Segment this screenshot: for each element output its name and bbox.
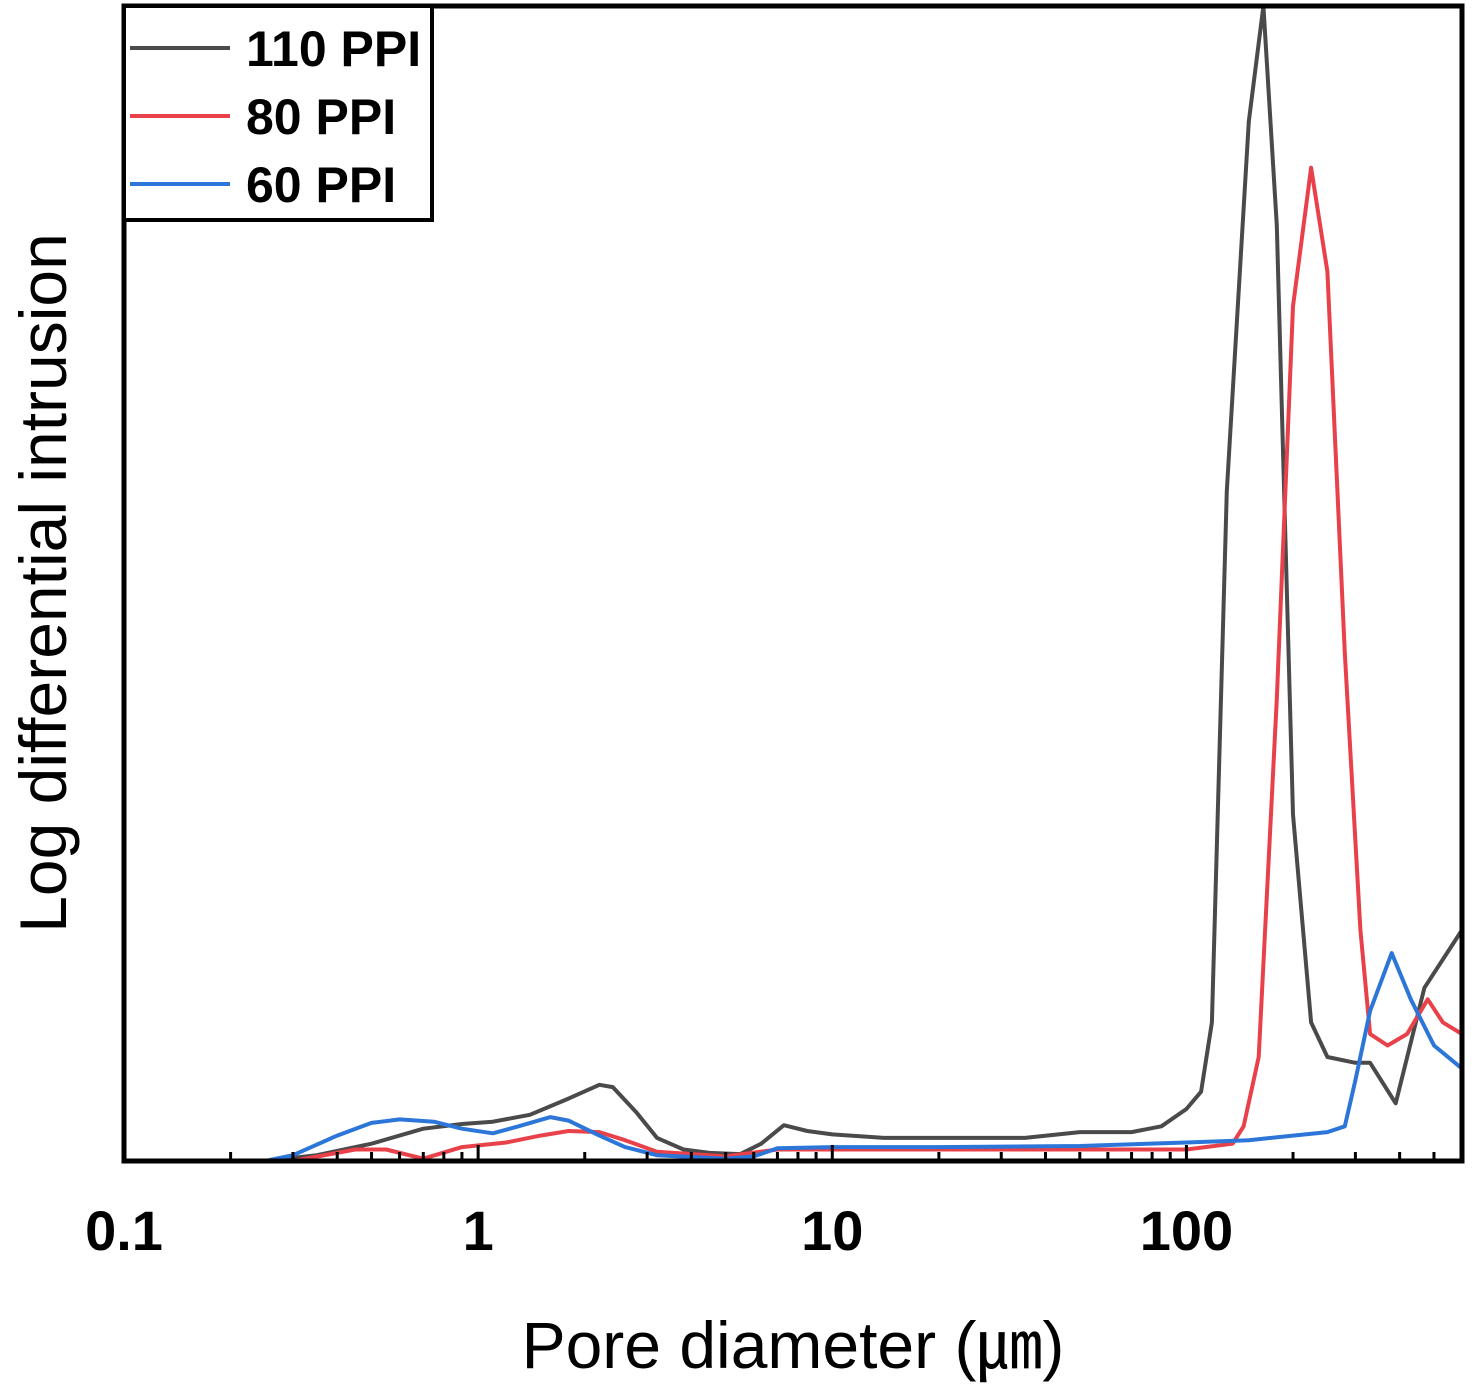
legend-label-60-ppi: 60 PPI (246, 157, 396, 213)
y-axis-title: Log differential intrusion (6, 233, 80, 933)
legend-label-80-ppi: 80 PPI (246, 89, 396, 145)
legend: 110 PPI 80 PPI 60 PPI (122, 4, 434, 222)
x-tick-label: 100 (1140, 1199, 1233, 1262)
series-line-80-ppi (124, 165, 1464, 1163)
series-line-110-ppi (124, 4, 1464, 1163)
plot-frame (121, 3, 1465, 1164)
legend-label-110-ppi: 110 PPI (246, 21, 421, 77)
x-tick-label: 1 (463, 1199, 494, 1262)
x-axis-title: Pore diameter (㎛) (522, 1308, 1065, 1383)
x-tick-label: 0.1 (85, 1199, 163, 1262)
x-tick-label: 10 (801, 1199, 863, 1262)
series-line-60-ppi (124, 951, 1464, 1163)
x-axis-ticks: 0.1 1 10 100 (85, 1145, 1464, 1262)
